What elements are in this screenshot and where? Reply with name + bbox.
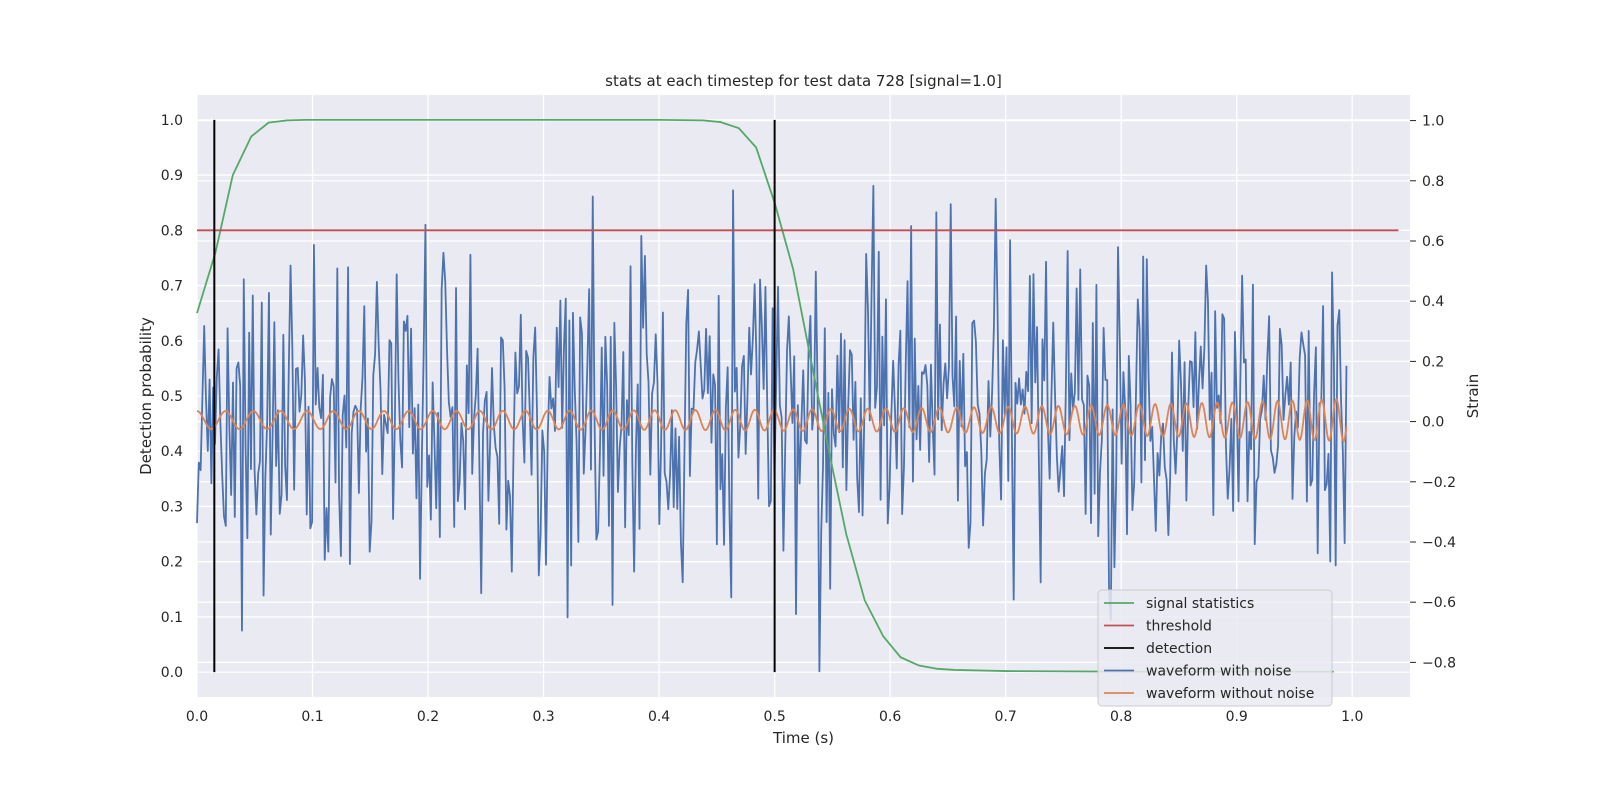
y2-tick-label: 0.8 [1422,174,1444,190]
x-tick-label: 0.1 [301,709,323,725]
y2-tick-label: −0.8 [1422,655,1456,671]
y-tick-label: 0.6 [161,334,183,350]
y2-tick-label: 0.2 [1422,354,1444,370]
x-tick-label: 0.9 [1226,709,1248,725]
y2-tick-label: −0.2 [1422,475,1456,491]
y-axis-ticks: 0.0 0.1 0.2 0.3 0.4 0.5 0.6 0.7 0.8 0.9 1.0 [161,113,183,681]
legend: signal statistics threshold detection wavef… [1097,589,1333,707]
legend-label: signal statistics [1146,596,1254,612]
x-axis-ticks: 0.0 0.1 0.2 0.3 0.4 0.5 0.6 0.7 0.8 0.9 1.0 [186,709,1364,725]
y-tick-label: 0.0 [161,665,183,681]
y2-axis-ticks: −0.8 −0.6 −0.4 −0.2 0.0 0.2 0.4 0.6 0.8 1.0 [1410,114,1456,671]
y-tick-label: 0.1 [161,610,183,626]
y2-tick-label: 1.0 [1422,114,1444,130]
y-tick-label: 0.9 [161,168,183,184]
y2-tick-label: 0.0 [1422,415,1444,431]
series-layer [196,118,1399,673]
legend-box [1097,589,1333,707]
y-tick-label: 0.3 [161,499,183,515]
series-waveform-without-noise [196,397,1348,443]
y-tick-label: 1.0 [161,113,183,129]
x-tick-label: 0.0 [186,709,208,725]
x-tick-label: 0.3 [532,709,554,725]
y-tick-label: 0.8 [161,223,183,239]
series-signal-statistics [196,118,1334,673]
y2-tick-label: −0.4 [1422,535,1456,551]
x-tick-label: 0.8 [1110,709,1132,725]
x-tick-label: 1.0 [1341,709,1363,725]
y2-tick-label: −0.6 [1422,595,1456,611]
x-tick-label: 0.6 [879,709,901,725]
legend-label: waveform without noise [1146,686,1314,702]
y2-axis-title: Strain [1464,374,1482,418]
legend-label: waveform with noise [1146,664,1291,680]
y2-tick-label: 0.6 [1422,234,1444,250]
x-tick-label: 0.4 [648,709,670,725]
series-waveform-with-noise [196,184,1348,673]
y2-tick-label: 0.4 [1422,294,1444,310]
legend-label: threshold [1146,619,1212,635]
chart-title: stats at each timestep for test data 728… [605,72,1002,90]
y-axis-title: Detection probability [137,317,155,475]
x-tick-label: 0.2 [417,709,439,725]
legend-label: detection [1146,641,1212,657]
y-tick-label: 0.7 [161,279,183,295]
y-tick-label: 0.5 [161,389,183,405]
x-tick-label: 0.7 [995,709,1017,725]
x-tick-label: 0.5 [763,709,785,725]
y-tick-label: 0.4 [161,444,183,460]
x-axis-title: Time (s) [772,729,834,747]
y-tick-label: 0.2 [161,555,183,571]
